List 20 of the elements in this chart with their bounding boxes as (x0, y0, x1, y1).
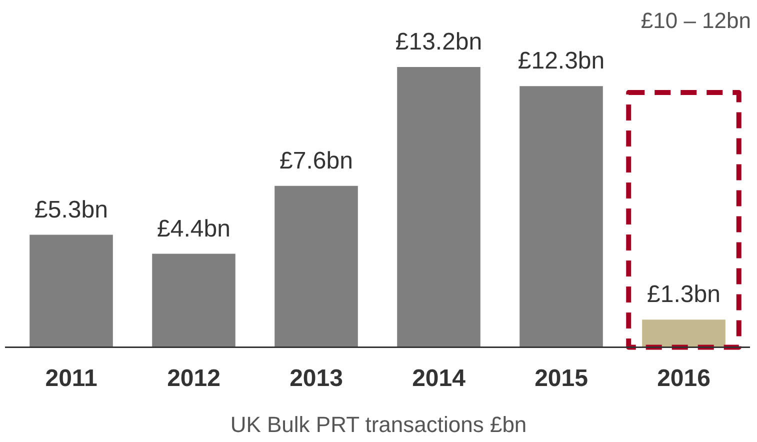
data-label: £4.4bn (157, 215, 230, 242)
data-label: £12.3bn (518, 48, 605, 75)
data-label: £13.2bn (395, 28, 482, 56)
x-tick-label: 2012 (167, 365, 220, 392)
bar (642, 320, 726, 348)
bar (152, 254, 236, 348)
bar (397, 66, 480, 348)
data-label: £5.3bn (34, 196, 108, 224)
x-tick-label: 2014 (412, 365, 466, 392)
x-axis-title: UK Bulk PRT transactions £bn (229, 412, 528, 438)
text: £10 – 12bn (640, 8, 751, 34)
bar (274, 186, 358, 348)
data-label: £7.6bn (280, 147, 353, 174)
bar (30, 234, 113, 348)
x-tick-label: 2015 (534, 365, 588, 392)
data-label: £1.3bn (647, 281, 720, 308)
x-tick-label: 2011 (45, 365, 98, 392)
x-tick-label: 2013 (290, 365, 343, 392)
x-tick-label: 2016 (657, 365, 710, 392)
bar (520, 86, 603, 348)
